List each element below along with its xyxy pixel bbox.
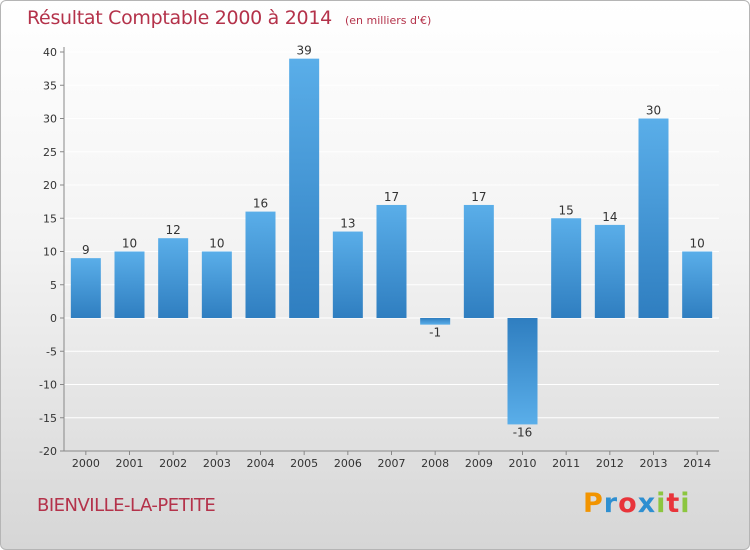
chart-title: Résultat Comptable 2000 à 2014 [27, 7, 332, 29]
value-label: 12 [166, 223, 181, 237]
bar-2007 [376, 204, 407, 318]
y-tick-label: 25 [43, 146, 57, 159]
y-tick-label: 35 [43, 79, 57, 92]
bar-2008 [420, 318, 451, 325]
x-tick-label: 2008 [421, 457, 449, 470]
y-tick-label: 10 [43, 246, 57, 259]
x-tick-label: 2007 [378, 457, 406, 470]
y-tick-label: 30 [43, 113, 57, 126]
chart-header: Résultat Comptable 2000 à 2014 (en milli… [27, 7, 431, 29]
value-label: 10 [122, 237, 137, 251]
chart-unit-note: (en milliers d'€) [344, 14, 432, 27]
logo-letter: x [637, 488, 657, 519]
x-tick-label: 2014 [683, 457, 711, 470]
x-tick-label: 2011 [552, 457, 580, 470]
bar-2006 [332, 231, 363, 318]
logo-letter: t [666, 488, 681, 519]
x-tick-label: 2001 [116, 457, 144, 470]
x-tick-label: 2012 [596, 457, 624, 470]
bar-2004 [245, 211, 276, 318]
bar-2002 [158, 238, 189, 318]
value-label: 14 [602, 210, 617, 224]
logo-letter: i [656, 488, 667, 519]
y-tick-label: 0 [50, 312, 57, 325]
y-tick-label: -15 [39, 412, 57, 425]
bar-2000 [70, 258, 101, 318]
value-label: -16 [513, 425, 533, 439]
x-tick-label: 2000 [72, 457, 100, 470]
bar-2005 [289, 58, 320, 319]
logo-letter: o [618, 488, 638, 519]
bar-2013 [638, 118, 669, 318]
value-label: 13 [340, 217, 355, 231]
bar-2003 [201, 251, 232, 318]
y-tick-label: 40 [43, 46, 57, 59]
value-label: 39 [297, 44, 312, 58]
x-tick-label: 2009 [465, 457, 493, 470]
y-tick-label: -5 [46, 345, 57, 358]
value-label: 10 [690, 237, 705, 251]
place-name: BIENVILLE-LA-PETITE [37, 495, 216, 516]
value-label: 17 [471, 190, 486, 204]
value-label: 17 [384, 190, 399, 204]
y-tick-label: 5 [50, 279, 57, 292]
y-tick-label: -10 [39, 379, 57, 392]
y-tick-label: 20 [43, 179, 57, 192]
logo-letter: i [680, 488, 691, 519]
value-label: 10 [209, 237, 224, 251]
value-label: 16 [253, 197, 268, 211]
x-tick-label: 2005 [290, 457, 318, 470]
bar-2011 [551, 218, 582, 318]
x-tick-label: 2002 [159, 457, 187, 470]
bar-2001 [114, 251, 145, 318]
x-tick-label: 2006 [334, 457, 362, 470]
proxiti-logo: Proxiti [583, 488, 691, 519]
x-tick-label: 2003 [203, 457, 231, 470]
logo-letter: r [603, 488, 619, 519]
x-tick-label: 2010 [509, 457, 537, 470]
x-tick-label: 2013 [640, 457, 668, 470]
y-tick-label: 15 [43, 212, 57, 225]
bar-2009 [463, 204, 494, 318]
y-tick-label: -20 [39, 445, 57, 458]
bar-2014 [682, 251, 713, 318]
value-label: 30 [646, 104, 661, 118]
x-tick-label: 2004 [247, 457, 275, 470]
value-label: 15 [559, 203, 574, 217]
bar-2010 [507, 318, 538, 425]
logo-letter: P [583, 488, 604, 519]
bar-2012 [594, 224, 625, 318]
value-label: -1 [429, 326, 441, 340]
value-label: 9 [82, 243, 90, 257]
